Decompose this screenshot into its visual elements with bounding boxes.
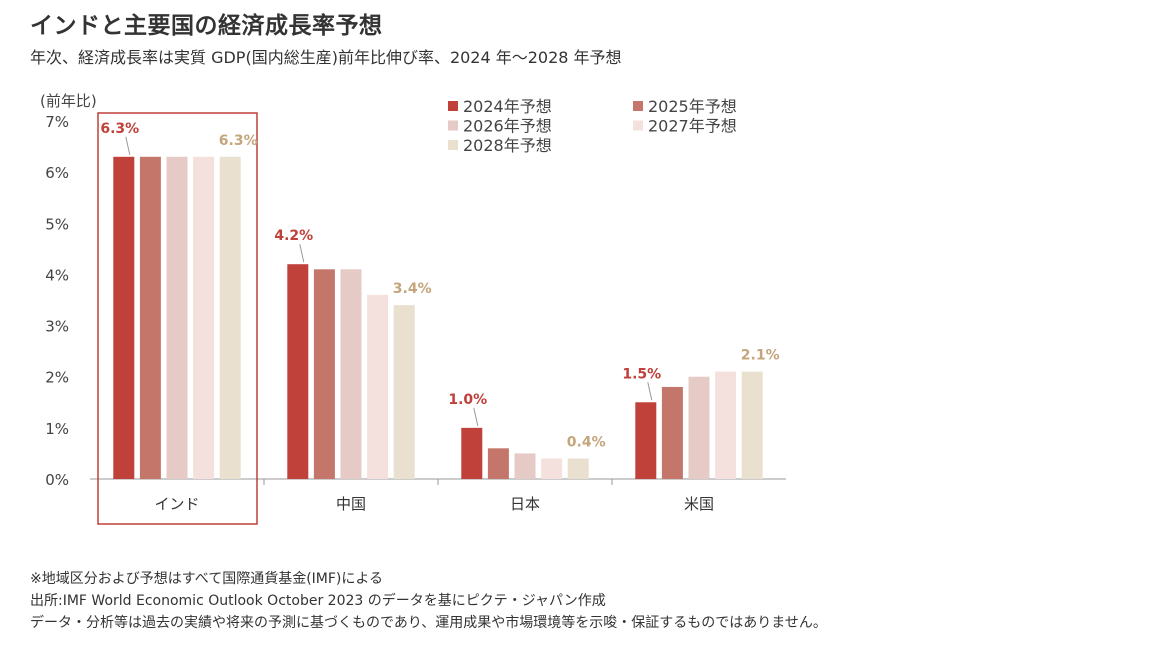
bar [313,269,335,479]
footnote-source-region: ※地域区分および予想はすべて国際通貨基金(IMF)による [30,571,383,587]
bar [166,156,188,480]
data-label-last: 6.3% [219,133,258,149]
y-tick-label: 4% [45,266,69,284]
data-label-first: 1.5% [622,366,661,382]
bar [635,402,657,479]
data-label-last: 0.4% [567,435,606,451]
footnote-data-source: 出所:IMF World Economic Outlook October 20… [30,593,606,609]
legend-label: 2028年予想 [463,136,552,155]
y-tick-label: 0% [45,471,69,489]
bar [514,453,536,479]
bar [393,305,415,479]
chart-subtitle: 年次、経済成長率は実質 GDP(国内総生産)前年比伸び率、2024 年～2028… [30,48,622,67]
chart-title: インドと主要国の経済成長率予想 [30,13,383,39]
bar [661,386,683,479]
x-tick-label: 日本 [510,495,540,513]
bar [219,156,241,480]
bar [487,448,509,479]
bar [340,269,362,479]
y-tick-label: 5% [45,215,69,233]
footnotes: ※地域区分および予想はすべて国際通貨基金(IMF)による 出所:IMF Worl… [30,568,827,634]
y-axis-label: (前年比) [40,92,97,110]
y-tick-label: 2% [45,369,69,387]
y-tick-label: 3% [45,318,69,336]
legend-swatch [633,101,643,111]
data-label-leader [647,382,653,401]
bar-chart: (前年比) 0% 1% 2% 3% 4% 5% 6% 7% 6.3% 6.3% インド 4.2% 3.4%… [40,92,786,525]
x-tick-label: 中国 [336,495,366,513]
bar [113,156,135,480]
data-label-first: 1.0% [448,392,487,408]
data-label-last: 2.1% [741,348,780,364]
footnote-disclaimer: データ・分析等は過去の実績や将来の予測に基づくものであり、運用成果や市場環境等を… [30,615,827,631]
y-tick-label: 1% [45,420,69,438]
data-label-leader [473,407,479,426]
bar [688,376,710,479]
legend-swatch [448,140,458,150]
bar [741,371,763,479]
y-tick-label: 7% [45,113,69,131]
x-tick-label: インド [154,495,199,513]
bar [193,156,215,480]
highlight-box [97,112,258,525]
data-label-last: 3.4% [393,281,432,297]
bar [461,427,483,479]
legend-label: 2024年予想 [463,97,552,116]
bar [567,458,589,479]
data-label-first: 4.2% [274,228,313,244]
bar [541,458,563,479]
legend-swatch [633,120,643,131]
data-label-first: 6.3% [100,121,139,137]
data-label-leader [125,136,131,155]
legend-swatch [448,120,458,131]
bar [715,371,737,479]
bar [367,294,389,479]
legend-swatch [448,101,458,111]
y-tick-label: 6% [45,164,69,182]
x-tick-label: 米国 [684,495,714,513]
legend-label: 2025年予想 [648,97,737,116]
legend-label: 2027年予想 [648,117,737,136]
legend-label: 2026年予想 [463,117,552,136]
bar [287,264,309,479]
bar [139,156,161,480]
data-label-leader [299,244,305,263]
